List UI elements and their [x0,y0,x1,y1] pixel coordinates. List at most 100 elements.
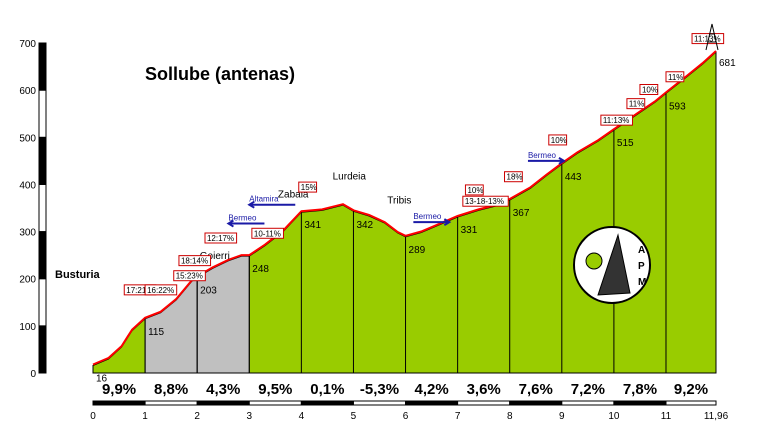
x-tick-label: 6 [403,411,409,422]
km-altitude-label: 203 [200,285,217,296]
segment-grade-label: -5,3% [360,381,399,398]
x-tick-label: 8 [507,411,513,422]
km-altitude-label: 289 [409,245,426,256]
gradient-tag-label: 13-18-13% [465,197,504,206]
km-altitude-label: 593 [669,101,686,112]
x-scale-block [352,400,407,406]
x-scale-block [665,400,717,406]
altitude-scale: 0 100 200 300 400 500 600 700 [19,39,47,380]
x-scale-block [196,400,250,406]
segment-grade-label: 7,6% [519,381,553,398]
x-tick-label: 1 [142,411,148,422]
gradient-tag-label: 12:17% [207,234,234,243]
y-tick-label: 200 [19,275,36,286]
y-tick-label: 400 [19,180,36,191]
x-tick-label: 9 [559,411,565,422]
mountain-icon [597,233,631,296]
x-tick-label: 10 [608,411,620,422]
segment-grade-label: 3,6% [467,381,501,398]
y-scale-block [38,42,47,91]
y-tick-label: 0 [30,369,36,380]
start-label: Busturia [55,269,101,281]
segment-grade-label: 9,2% [674,381,708,398]
gradient-tag-box [548,134,568,146]
y-scale-block [38,278,47,327]
gradient-tag-box [464,184,484,196]
chart-title: Sollube (antenas) [145,64,295,84]
y-tick-label: 700 [19,39,36,50]
km-altitude-label: 248 [252,264,269,275]
annotations: GoierriZabalaLurdeiaTribis17:21%16:22%15… [123,23,725,304]
gradient-tag-label: 18:14% [181,257,208,266]
km-altitude-label: 331 [461,225,478,236]
x-tick-label: 4 [299,411,305,422]
direction-arrow-left [247,200,296,209]
km-altitude-label: 16 [96,373,108,384]
y-tick-label: 300 [19,228,36,239]
y-tick-label: 600 [19,86,36,97]
x-scale-block [613,400,667,406]
gradient-tag-label: 11:13% [603,116,630,125]
gradient-tag-box [251,227,284,239]
gradient-tag-box [504,171,523,183]
gradient-tag-label: 10% [467,186,483,195]
y-scale-block [38,183,47,233]
y-tick-label: 500 [19,133,36,144]
emblem-letter: M [638,277,646,288]
x-scale-block [144,400,198,406]
place-label: Lurdeia [333,172,367,183]
segment-grade-label: 4,3% [206,381,240,398]
x-scale-block [457,400,511,406]
gradient-tag-box [298,181,318,193]
gradient-tag-label: 11:13% [694,35,721,44]
y-tick-label: 100 [19,322,36,333]
profile-area [92,50,717,374]
place-label: Tribis [387,195,411,206]
gradient-tag-box [639,84,659,95]
gradient-tag-box [600,114,633,126]
gradient-tag-label: 18% [507,173,523,182]
x-scale-block [248,400,302,406]
gradient-tag-label: 10% [551,136,567,145]
x-scale-block [300,400,354,406]
antenna-icon [705,23,719,51]
segment-grade-label: 0,1% [310,381,344,398]
direction-arrow-right [527,156,566,165]
direction-label: Bermeo [413,212,442,221]
gradient-tag-box [144,284,178,296]
segment-grade-label: 8,8% [154,381,188,398]
km-lines [144,93,667,373]
y-scale-block [38,231,47,280]
gradient-tag-box [178,255,212,267]
cyclist-icon [585,252,603,270]
x-tick-label: 0 [90,411,96,422]
x-scale-block [92,400,146,406]
place-label: Zabala [278,190,309,201]
x-tick-label: 3 [246,411,252,422]
gradient-tag-label: 11% [629,100,644,109]
gradient-tag-box [173,270,206,282]
segment-grade-label: 9,9% [102,381,136,398]
x-scale-block [561,400,615,406]
y-scale-block [38,89,47,138]
gradient-tag-label: 15% [301,183,317,192]
x-tick-label: 5 [351,411,357,422]
y-scale-block [38,325,47,374]
altitude-labels: 16 115 203 248 341 342 289 331 367 443 515 593 681 [96,58,736,385]
climb-line [92,50,717,366]
gradient-tag-label: 11% [668,73,683,82]
km-altitude-label: 341 [304,220,321,231]
gradient-tag-box [204,232,238,244]
km-altitude-label: 681 [719,58,736,69]
direction-arrow-right [413,218,452,227]
emblem-letter: A [638,245,645,256]
km-altitude-label: 115 [148,327,164,338]
gradient-tag-box [462,195,509,207]
gradient-tag-label: 16:22% [147,286,174,295]
segment-grade-label: 4,2% [414,381,448,398]
place-label: Goierri [200,251,230,262]
gradient-tag-label: 10-11% [254,229,281,238]
gradient-tag-box [665,71,685,83]
direction-label: Bermeo [528,151,557,160]
emblem-letter: P [638,261,645,272]
